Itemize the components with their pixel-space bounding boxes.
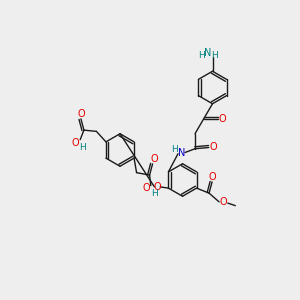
Text: N: N <box>178 148 185 158</box>
Text: O: O <box>220 197 227 207</box>
Text: O: O <box>142 183 150 193</box>
Text: O: O <box>77 110 85 119</box>
Text: H: H <box>79 143 86 152</box>
Text: O: O <box>218 114 226 124</box>
Text: H: H <box>151 189 158 198</box>
Text: H: H <box>171 146 178 154</box>
Text: O: O <box>72 138 80 148</box>
Text: O: O <box>209 142 217 152</box>
Text: H: H <box>212 51 218 60</box>
Text: N: N <box>204 48 212 58</box>
Text: O: O <box>150 154 158 164</box>
Text: H: H <box>198 51 205 60</box>
Text: O: O <box>208 172 216 182</box>
Text: O: O <box>153 182 161 192</box>
